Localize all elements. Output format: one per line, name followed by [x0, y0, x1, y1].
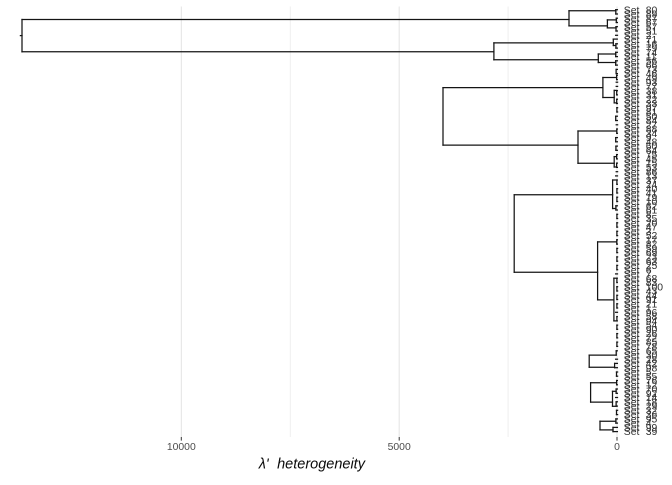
- svg-text:10000: 10000: [167, 442, 196, 453]
- svg-text:λ': λ': [258, 457, 270, 473]
- svg-text:5000: 5000: [388, 442, 411, 453]
- svg-text:0: 0: [614, 442, 620, 453]
- svg-text:heterogeneity: heterogeneity: [277, 457, 366, 473]
